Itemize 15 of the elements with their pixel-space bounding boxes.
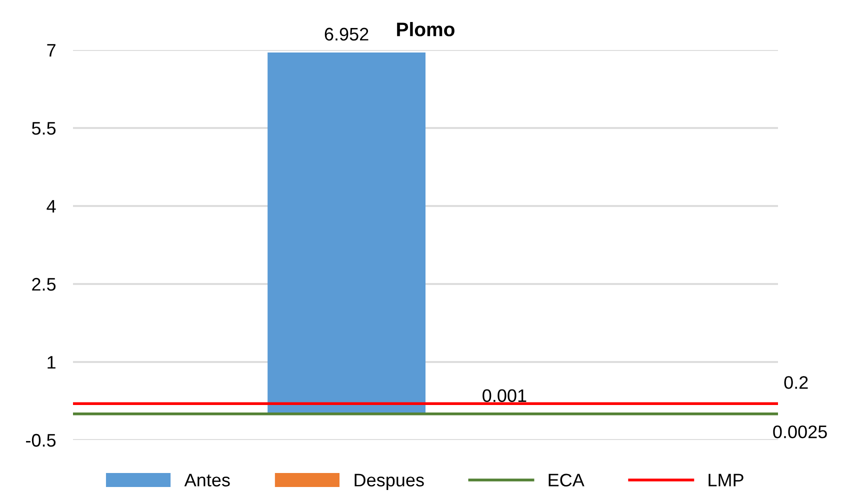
y-tick-label: -0.5	[26, 434, 56, 447]
y-tick-label: 2.5	[32, 278, 56, 291]
y-tick-label: 4	[46, 200, 56, 213]
text: 0.2	[784, 376, 808, 389]
legend-label: ECA	[548, 474, 584, 486]
data-label: 6.952	[324, 28, 368, 41]
y-tick-label: 5.5	[32, 122, 56, 135]
legend-label: Antes	[184, 474, 230, 486]
legend-label: Despues	[354, 474, 424, 490]
annotation: 0.0025	[773, 425, 827, 438]
y-tick-label: 1	[48, 356, 56, 369]
legend-label: LMP	[708, 474, 744, 486]
data-label: 0.001	[482, 389, 526, 402]
y-tick-label: 7	[47, 44, 56, 57]
chart-title: Plomo	[397, 22, 454, 36]
